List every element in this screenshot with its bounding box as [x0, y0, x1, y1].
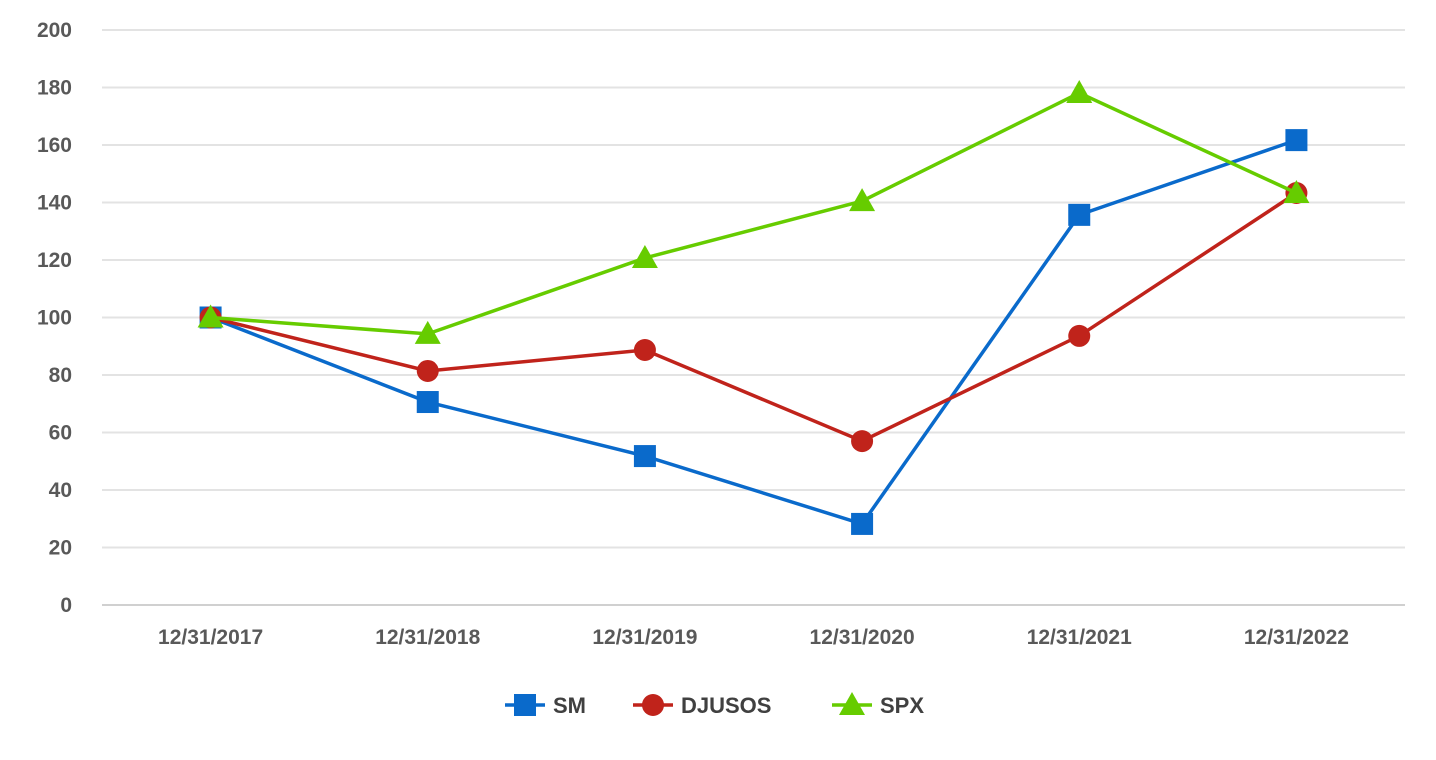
x-tick-label: 12/31/2017 [158, 626, 263, 649]
series-sm [199, 129, 1308, 535]
y-tick-label: 140 [37, 192, 72, 215]
legend-marker [642, 694, 664, 716]
x-tick-label: 12/31/2019 [592, 626, 697, 649]
data-point [633, 338, 656, 361]
legend-label: SPX [880, 693, 924, 718]
data-point [416, 391, 439, 414]
x-tick-label: 12/31/2018 [375, 626, 480, 649]
data-point [849, 188, 876, 212]
data-point [1068, 203, 1091, 226]
legend-marker [514, 694, 536, 716]
x-tick-label: 12/31/2022 [1244, 626, 1349, 649]
series-line [210, 191, 1298, 444]
data-point [633, 445, 656, 468]
data-point [1066, 79, 1093, 103]
y-tick-label: 100 [37, 307, 72, 330]
y-tick-label: 160 [37, 134, 72, 157]
legend-item: SM [505, 693, 586, 718]
y-tick-label: 80 [49, 364, 72, 387]
data-point [1285, 129, 1308, 152]
y-tick-label: 60 [49, 422, 72, 445]
y-tick-label: 20 [49, 537, 72, 560]
y-tick-label: 0 [60, 594, 72, 617]
x-tick-label: 12/31/2021 [1027, 626, 1132, 649]
data-point [1068, 324, 1091, 347]
data-point [414, 320, 441, 344]
legend-item: DJUSOS [633, 693, 771, 718]
data-point [851, 430, 874, 453]
series-line [209, 138, 1297, 526]
legend-label: SM [553, 693, 586, 718]
series-spx [197, 79, 1310, 344]
y-tick-label: 40 [49, 479, 72, 502]
data-point [197, 304, 224, 328]
data-point [851, 512, 874, 535]
data-point [416, 359, 439, 382]
y-tick-label: 200 [37, 19, 72, 42]
legend-label: DJUSOS [681, 693, 771, 718]
y-tick-label: 180 [37, 77, 72, 100]
series-line [210, 91, 1298, 336]
legend-marker [839, 692, 865, 715]
y-tick-label: 120 [37, 249, 72, 272]
data-point [631, 244, 658, 268]
legend-item: SPX [832, 692, 924, 718]
data-point [1283, 180, 1310, 204]
x-tick-label: 12/31/2020 [810, 626, 915, 649]
